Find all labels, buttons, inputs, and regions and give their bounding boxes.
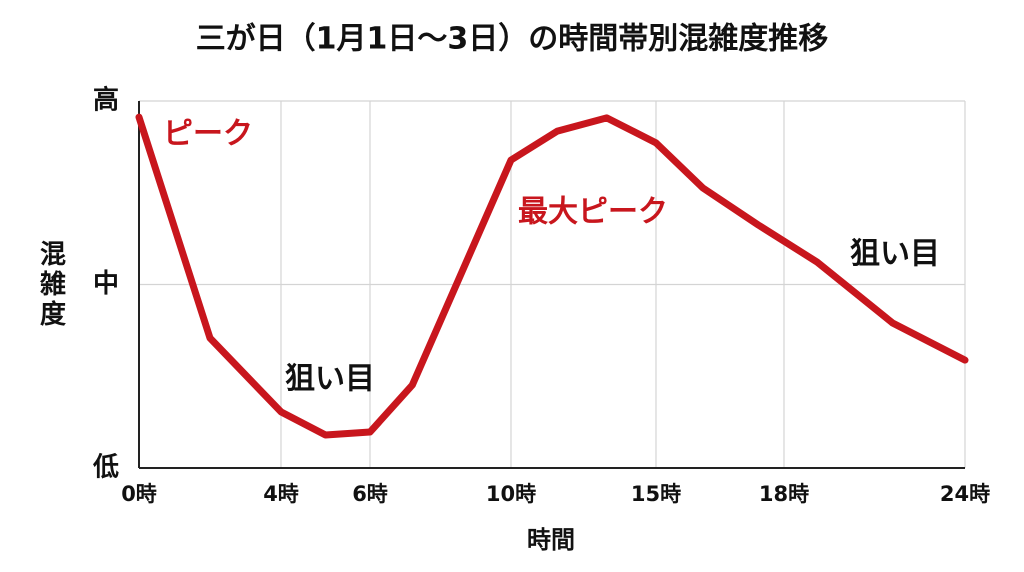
x-tick-label: 6時 <box>352 482 388 506</box>
chart-title: 三が日（1月1日〜3日）の時間帯別混雑度推移 <box>196 22 829 57</box>
x-tick-label: 10時 <box>486 482 536 506</box>
x-tick-label: 15時 <box>631 482 681 506</box>
y-tick-label: 低 <box>92 453 119 483</box>
annotation: 狙い目 <box>285 362 375 397</box>
y-axis-label: 混雑度 <box>36 240 67 330</box>
y-tick-label: 中 <box>93 269 119 299</box>
x-tick-label: 24時 <box>940 482 990 506</box>
x-axis-label: 時間 <box>527 526 575 554</box>
x-tick-label: 0時 <box>121 482 157 506</box>
annotation: 最大ピーク <box>518 195 668 230</box>
x-tick-label: 4時 <box>263 482 299 506</box>
y-tick-label: 高 <box>93 85 119 116</box>
data-line <box>135 113 969 439</box>
annotation: 狙い目 <box>850 237 940 272</box>
x-tick-label: 18時 <box>759 482 809 506</box>
annotation: ピーク <box>163 117 253 152</box>
